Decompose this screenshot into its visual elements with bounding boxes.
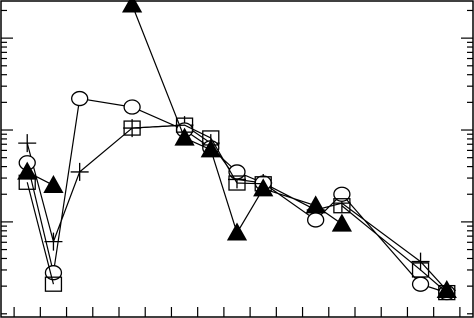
point [17,161,38,180]
point [253,178,274,197]
series-line [26,124,448,291]
point [305,195,326,214]
point [70,162,89,181]
point [18,134,37,153]
point [226,222,248,241]
point [411,262,430,278]
point [43,175,64,193]
point [228,164,246,180]
series-line [27,5,447,290]
point [411,252,430,271]
point [331,213,353,232]
point [123,120,141,136]
point [411,276,430,292]
point [174,127,195,146]
point [228,175,246,191]
point [71,90,89,107]
series-line [26,124,448,294]
point [123,99,141,115]
point [200,139,221,158]
point [333,198,351,214]
point [436,280,457,298]
point [307,212,325,228]
series-line [26,97,447,294]
point [44,276,63,292]
point [44,232,63,251]
point [121,0,143,13]
point [333,186,351,202]
